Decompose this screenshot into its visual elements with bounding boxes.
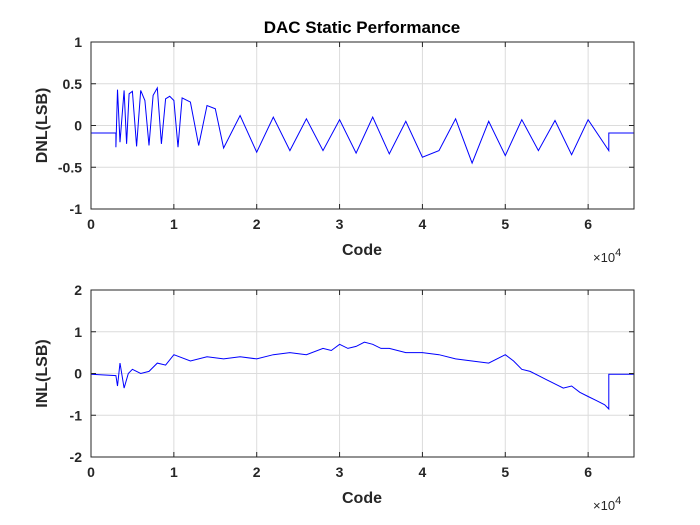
inl-ticks: 0 1 2 3 4 5 6 -2 -1 0 1 2: [70, 282, 634, 480]
inl-y-tick-label: -2: [70, 449, 83, 465]
dnl-series: [91, 86, 634, 165]
inl-y-tick-label: 0: [74, 366, 82, 382]
inl-series-line: [90, 341, 634, 411]
inl-x-tick-label: 1: [170, 464, 178, 480]
inl-y-tick-label: -1: [70, 407, 83, 423]
inl-y-tick-label: 2: [74, 282, 82, 298]
chart-title: DAC Static Performance: [264, 18, 461, 37]
inl-x-tick-label: 4: [419, 464, 427, 480]
dnl-subplot: DAC Static Performance 0 1 2 3 4 5 6 -1 -0.5 0 0.5…: [34, 18, 635, 265]
dnl-y-axis-label: DNL(LSB): [34, 88, 51, 164]
dnl-y-tick-label: 0: [74, 118, 82, 134]
dnl-x-tick-label: 0: [87, 216, 95, 232]
dnl-x-tick-label: 4: [419, 216, 427, 232]
dnl-x-exponent-power: 4: [615, 247, 621, 259]
dnl-x-tick-label: 6: [584, 216, 592, 232]
dnl-ticks: 0 1 2 3 4 5 6 -1 -0.5 0 0.5 1: [58, 34, 634, 232]
inl-y-axis-label: INL(LSB): [34, 339, 51, 407]
dnl-x-tick-label: 2: [253, 216, 261, 232]
inl-x-tick-label: 6: [584, 464, 592, 480]
dnl-series-line: [91, 86, 634, 165]
dnl-x-axis-label: Code: [342, 242, 382, 259]
inl-x-exponent-power: 4: [615, 495, 621, 507]
dnl-x-exponent: ×104: [593, 247, 621, 265]
dnl-y-tick-label: -1: [70, 201, 83, 217]
inl-y-tick-label: 1: [74, 324, 82, 340]
dnl-y-tick-label: 1: [74, 34, 82, 50]
inl-grid: [91, 290, 634, 457]
dnl-x-tick-label: 3: [336, 216, 344, 232]
inl-x-exponent: ×104: [593, 495, 621, 513]
dnl-x-tick-label: 5: [501, 216, 509, 232]
inl-x-tick-label: 3: [336, 464, 344, 480]
dnl-y-tick-label: -0.5: [58, 159, 82, 175]
inl-x-exponent-base: ×10: [593, 498, 615, 513]
dnl-x-tick-label: 1: [170, 216, 178, 232]
dnl-y-tick-label: 0.5: [63, 76, 83, 92]
inl-series: [90, 341, 634, 411]
inl-x-tick-label: 0: [87, 464, 95, 480]
dnl-grid: [91, 42, 634, 209]
dnl-x-exponent-base: ×10: [593, 250, 615, 265]
inl-x-tick-label: 5: [501, 464, 509, 480]
inl-x-tick-label: 2: [253, 464, 261, 480]
inl-x-axis-label: Code: [342, 490, 382, 507]
